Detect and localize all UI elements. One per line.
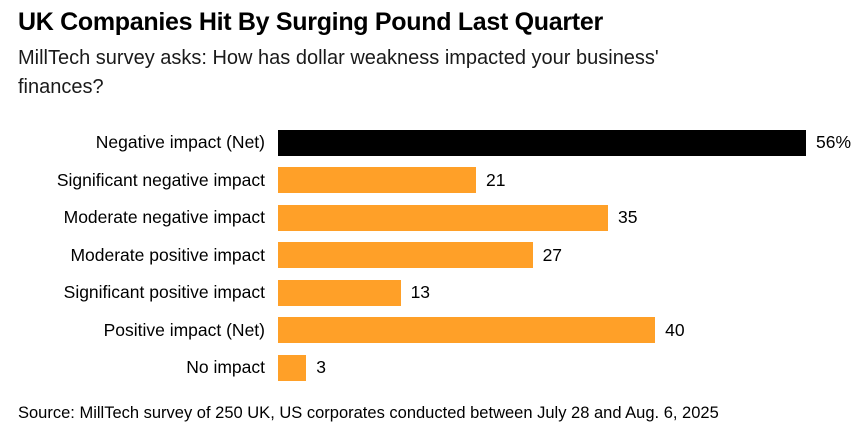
value-label: 13 — [410, 282, 431, 302]
bar — [278, 354, 307, 381]
category-label: Significant negative impact — [56, 169, 265, 190]
bar-area: 21 — [278, 167, 838, 193]
source-note: Source: MillTech survey of 250 UK, US co… — [18, 404, 719, 423]
bar-row: Positive impact (Net) 40 — [18, 311, 838, 349]
bar-rows: Negative impact (Net) 56% Significant nega… — [18, 124, 851, 387]
bar-row: No impact 3 — [18, 349, 838, 387]
bar-chart: Negative impact (Net) 56% Significant nega… — [18, 124, 851, 387]
bar-row: Significant negative impact 21 — [18, 161, 838, 199]
bar — [278, 317, 656, 343]
value-label: 21 — [486, 169, 506, 190]
bar-area: 35 — [278, 204, 838, 231]
category-label: Moderate positive impact — [70, 244, 265, 265]
category-label: Moderate negative impact — [63, 207, 265, 227]
category-label: Positive impact (Net) — [103, 319, 265, 340]
bar — [278, 242, 533, 268]
value-label: 35 — [618, 207, 638, 227]
bar-row: Significant positive impact 13 — [18, 274, 838, 312]
chart-title: UK Companies Hit By Surging Pound Last Q… — [18, 8, 603, 36]
bar-area: 13 — [278, 279, 838, 306]
value-label: 40 — [665, 319, 685, 340]
bar-row: Moderate positive impact 27 — [18, 236, 838, 274]
category-label: No impact — [186, 357, 265, 377]
chart-subtitle: MillTech survey asks: How has dollar wea… — [18, 46, 659, 98]
bar-area: 56% — [278, 129, 852, 156]
value-label: 56% — [816, 132, 852, 152]
bar — [278, 167, 476, 193]
bar — [278, 129, 806, 156]
bar-area: 3 — [278, 354, 838, 381]
bar-row: Moderate negative impact 35 — [18, 199, 838, 237]
category-label: Negative impact (Net) — [95, 132, 265, 152]
bar-row: Negative impact (Net) 56% — [18, 124, 851, 162]
value-label: 3 — [316, 357, 327, 377]
bar-area: 40 — [278, 317, 838, 343]
bar — [278, 204, 608, 231]
bar — [278, 279, 401, 306]
value-label: 27 — [542, 244, 563, 265]
bar-area: 27 — [278, 242, 838, 268]
category-label: Significant positive impact — [63, 282, 265, 302]
